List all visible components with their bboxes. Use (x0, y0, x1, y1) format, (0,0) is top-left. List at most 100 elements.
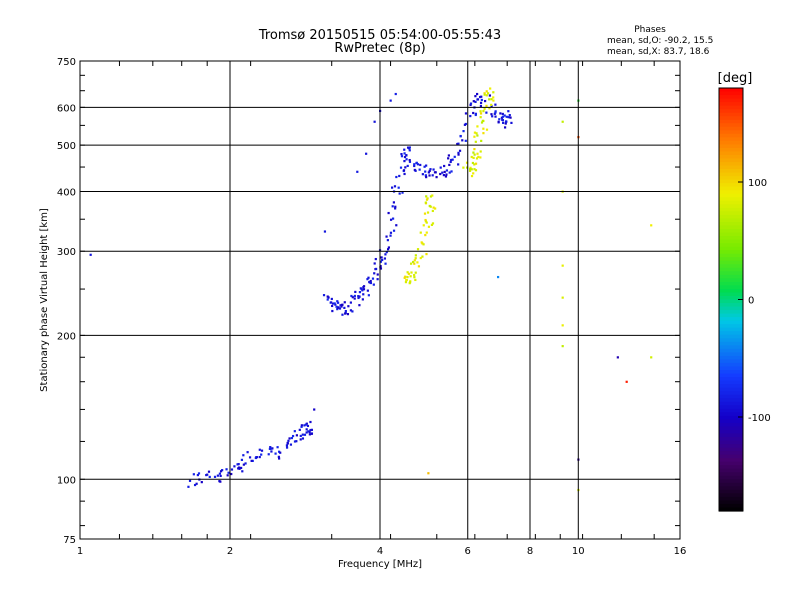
data-point (421, 173, 424, 176)
colorbar-band (719, 380, 743, 385)
data-point (485, 111, 488, 114)
data-point (354, 290, 357, 294)
data-point (428, 174, 431, 177)
data-point (376, 278, 379, 281)
colorbar-band (719, 447, 743, 452)
data-point (480, 139, 483, 142)
colorbar-band (719, 444, 743, 449)
data-point (353, 294, 356, 298)
data-point (336, 300, 339, 303)
data-point (479, 150, 482, 153)
data-point (500, 116, 504, 119)
data-point (421, 242, 424, 245)
data-point (371, 277, 375, 280)
data-point (267, 453, 270, 456)
colorbar-band (719, 123, 743, 128)
data-point (246, 451, 249, 454)
colorbar-band (719, 496, 743, 502)
data-point (486, 92, 490, 95)
data-point (473, 153, 476, 156)
y-tick-label: 300 (57, 247, 76, 258)
data-point (295, 440, 298, 443)
data-point (448, 163, 451, 167)
data-point (494, 110, 497, 113)
data-point (479, 156, 482, 159)
colorbar-band (719, 158, 743, 163)
x-tick-label: 16 (674, 546, 687, 557)
data-point (463, 123, 467, 126)
data-point (331, 309, 334, 313)
data-point (471, 161, 475, 165)
data-point (188, 479, 192, 482)
data-point (230, 472, 233, 476)
data-point (426, 197, 429, 200)
data-point (489, 87, 492, 90)
data-point (431, 209, 434, 213)
colorbar-band (719, 408, 743, 413)
data-point (309, 428, 312, 432)
colorbar-band (719, 225, 743, 230)
data-point (474, 100, 477, 104)
data-point (459, 134, 462, 138)
data-point (476, 134, 479, 137)
data-point (561, 324, 564, 327)
colorbar-band (719, 429, 743, 435)
data-point (650, 356, 653, 359)
data-point (474, 140, 477, 143)
data-point (490, 113, 493, 116)
colorbar-band (719, 401, 743, 406)
colorbar-tick-label: -100 (748, 413, 771, 424)
data-point (349, 301, 352, 304)
data-point (208, 475, 211, 479)
colorbar-band (719, 221, 743, 227)
colorbar-band (719, 229, 743, 234)
data-point (197, 472, 201, 475)
data-point (442, 174, 445, 177)
data-point (285, 446, 289, 449)
data-point (465, 166, 469, 169)
data-point (427, 225, 431, 228)
data-point (482, 132, 485, 135)
data-point (218, 472, 221, 475)
colorbar-band (719, 482, 743, 487)
data-point (213, 475, 217, 478)
data-point (385, 251, 388, 254)
data-point (616, 356, 619, 359)
data-point (469, 103, 472, 107)
data-point (497, 120, 500, 123)
data-point (278, 457, 281, 460)
data-point (494, 115, 497, 118)
data-point (488, 98, 491, 101)
data-point (347, 305, 350, 308)
data-point (477, 155, 480, 158)
data-point (443, 170, 446, 174)
data-point (405, 278, 408, 282)
data-point (369, 281, 372, 285)
data-point (362, 288, 366, 291)
colorbar-band (719, 334, 743, 339)
data-point (269, 446, 272, 449)
data-point (369, 279, 372, 283)
data-point (424, 220, 427, 223)
data-point (448, 171, 451, 174)
colorbar-band (719, 200, 743, 205)
data-point (242, 454, 245, 457)
data-point (258, 455, 261, 459)
data-point (445, 173, 448, 176)
data-point (501, 115, 505, 118)
colorbar-band (719, 317, 743, 322)
colorbar-band (719, 243, 743, 248)
colorbar-band (719, 472, 743, 477)
data-point (207, 470, 211, 473)
data-point (470, 168, 473, 171)
data-point (268, 447, 272, 451)
data-point (474, 112, 478, 115)
data-point (419, 163, 422, 167)
data-point (367, 276, 370, 279)
data-point (416, 163, 420, 166)
data-point (493, 112, 496, 115)
data-point (469, 102, 473, 105)
data-point (332, 302, 335, 305)
data-point (383, 257, 387, 260)
data-point (386, 248, 390, 251)
